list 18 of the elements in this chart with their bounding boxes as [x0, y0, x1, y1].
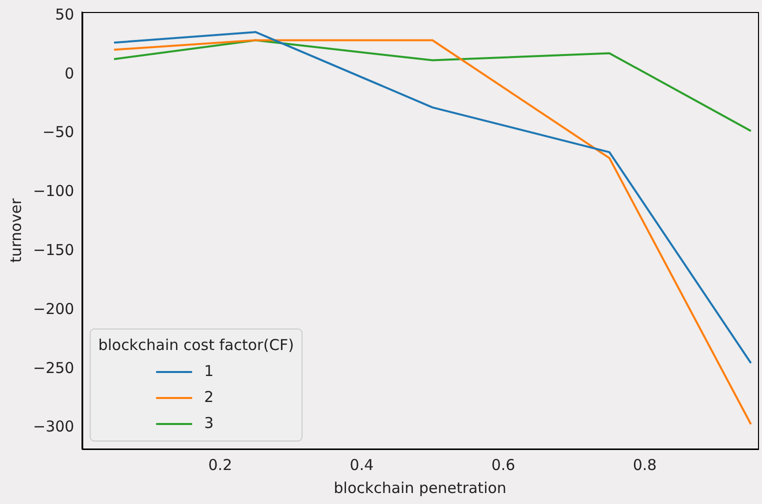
legend-label: 3 — [204, 414, 214, 432]
y-tick-label: −100 — [32, 182, 74, 200]
x-tick-label: 0.2 — [208, 456, 232, 474]
legend-label: 1 — [204, 362, 214, 380]
legend-label: 2 — [204, 388, 214, 406]
legend-title: blockchain cost factor(CF) — [98, 336, 294, 354]
x-tick-label: 0.6 — [491, 456, 516, 474]
x-tick-label: 0.4 — [350, 456, 374, 474]
y-tick-label: −50 — [42, 123, 74, 142]
x-tick-label: 0.8 — [632, 456, 657, 474]
x-axis-title: blockchain penetration — [334, 478, 506, 497]
y-tick-label: −150 — [32, 241, 74, 260]
y-axis-title: turnover — [6, 198, 25, 263]
y-tick-label: 0 — [64, 64, 74, 82]
y-tick-label: −250 — [32, 358, 74, 377]
y-tick-label: 50 — [55, 5, 74, 24]
y-tick-label: −200 — [32, 300, 74, 318]
y-tick-label: −300 — [32, 418, 74, 436]
